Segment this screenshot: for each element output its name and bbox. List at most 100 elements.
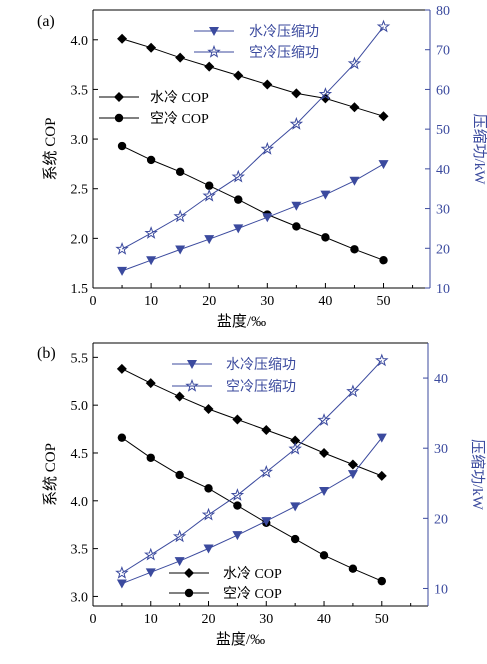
data-point	[290, 435, 301, 446]
data-point	[288, 441, 302, 455]
data-point	[172, 529, 187, 543]
legend-entry: 空冷 COP	[169, 586, 282, 602]
series-2	[117, 160, 389, 276]
data-point	[319, 447, 330, 458]
series-line	[121, 437, 383, 585]
data-point	[348, 564, 358, 573]
data-point	[230, 488, 245, 501]
x-tick-label: 50	[377, 294, 391, 309]
data-point	[144, 226, 158, 239]
data-point	[146, 256, 157, 266]
data-point	[144, 547, 158, 561]
left-tick-label: 5.5	[71, 351, 89, 366]
right-axis-title: 压缩功/kW	[471, 114, 487, 186]
data-point	[233, 501, 242, 510]
data-point	[117, 266, 128, 276]
data-point	[319, 551, 329, 560]
legend-label: 水冷 COP	[150, 90, 209, 106]
data-point	[204, 484, 213, 493]
data-point	[350, 245, 359, 254]
data-point	[379, 256, 388, 265]
legend-label: 空冷压缩功	[249, 45, 319, 61]
legend-marker	[187, 360, 197, 369]
data-point	[205, 181, 214, 190]
data-point	[201, 507, 216, 521]
data-point	[175, 167, 185, 177]
data-point	[116, 579, 127, 589]
legend-entry: 空冷压缩功	[172, 378, 296, 395]
data-point	[320, 190, 331, 200]
legend-entry: 水冷 COP	[99, 90, 209, 106]
series-line	[121, 163, 384, 272]
x-tick-label: 20	[202, 294, 216, 309]
x-tick-label: 50	[375, 612, 389, 627]
right-tick-label: 30	[434, 442, 448, 457]
data-point	[290, 534, 300, 544]
left-tick-label: 2.0	[71, 232, 89, 247]
series-line	[121, 38, 384, 117]
legend-label: 空冷压缩功	[226, 379, 296, 395]
series-line	[121, 26, 384, 250]
data-point	[204, 235, 215, 245]
data-point	[291, 88, 302, 99]
data-point	[116, 363, 127, 374]
left-tick-label: 5.0	[71, 399, 89, 414]
x-tick-label: 0	[90, 294, 97, 309]
x-tick-label: 40	[318, 294, 332, 309]
x-axis-title: 盐度/‰	[216, 631, 265, 648]
panel-label: (b)	[37, 345, 56, 362]
right-axis-title: 压缩功/kW	[469, 439, 486, 511]
legend-marker	[209, 27, 219, 36]
data-point	[378, 111, 389, 122]
data-point	[233, 224, 244, 234]
data-point	[145, 378, 156, 389]
data-point	[262, 79, 273, 90]
series-1	[117, 433, 386, 586]
legend-entry: 水冷压缩功	[194, 24, 319, 40]
left-axis-title: 系统 COP	[42, 443, 59, 506]
x-tick-label: 10	[144, 612, 158, 627]
legend-marker	[114, 113, 124, 123]
data-point	[175, 470, 184, 480]
left-tick-label: 3.0	[71, 133, 89, 148]
data-point	[146, 453, 155, 462]
right-tick-label: 20	[434, 512, 448, 527]
data-point	[234, 195, 243, 204]
data-point	[115, 242, 129, 255]
right-tick-label: 70	[436, 44, 450, 59]
chart-panel-b: 0 10 20 30 40 50 3.0 3.5 4.0 4.5 5.0 5.5 10 20 30 40 盐度/…	[37, 342, 486, 648]
legend-label: 空冷 COP	[223, 586, 282, 602]
legend-marker	[184, 568, 194, 578]
legend-entry: 水冷压缩功	[172, 357, 296, 373]
series-line	[121, 437, 382, 582]
x-axis-title: 盐度/‰	[217, 313, 266, 330]
series-2	[116, 433, 387, 589]
data-point	[321, 233, 330, 242]
data-point	[262, 213, 273, 223]
left-tick-label: 3.5	[71, 543, 89, 558]
right-tick-label: 60	[436, 83, 450, 98]
panel-label: (a)	[37, 13, 55, 30]
series-line	[121, 360, 383, 574]
x-tick-label: 40	[317, 612, 331, 627]
legend-marker	[184, 588, 194, 598]
x-tick-label: 10	[144, 294, 158, 309]
data-point	[375, 353, 389, 367]
data-point	[117, 433, 127, 442]
data-point	[261, 517, 272, 527]
x-tick-label: 20	[202, 612, 216, 627]
data-point	[376, 19, 391, 33]
data-point	[319, 486, 330, 496]
data-point	[289, 116, 304, 130]
legend-label: 空冷 COP	[150, 111, 209, 127]
left-tick-label: 1.5	[71, 282, 89, 297]
data-point	[290, 502, 301, 512]
series-3	[115, 19, 391, 255]
left-tick-label: 4.0	[71, 495, 89, 510]
data-point	[378, 160, 389, 170]
x-tick-label: 30	[259, 612, 273, 627]
data-point	[145, 568, 156, 578]
legend-marker	[114, 92, 124, 102]
series-line	[121, 368, 382, 477]
data-point	[174, 391, 185, 402]
